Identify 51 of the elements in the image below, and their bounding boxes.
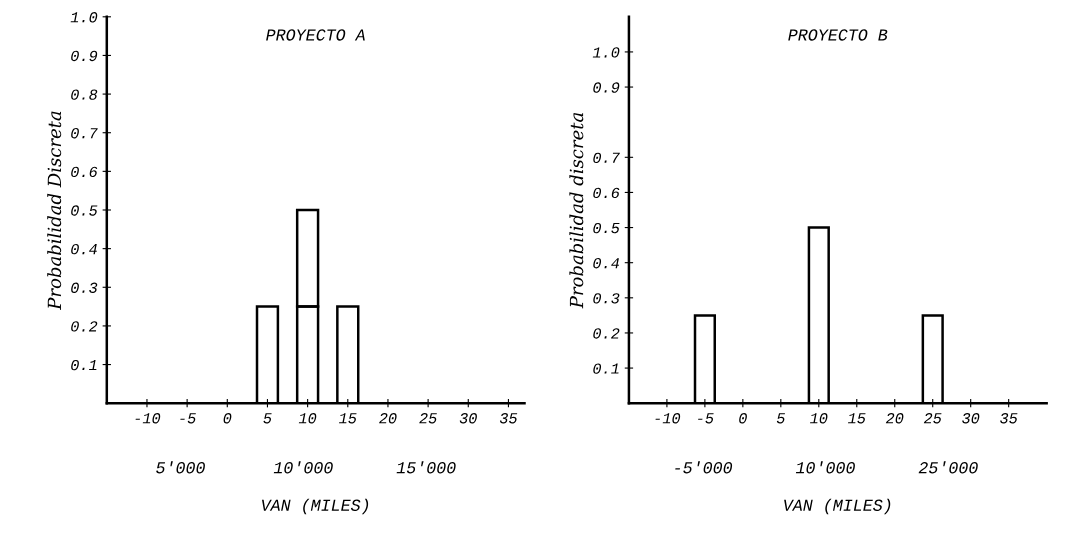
x-tick-label: 25 [419,413,437,424]
x-tick-label: -10 [135,413,161,424]
x-tick-label: -10 [655,413,681,424]
y-tick-label: 0.3 [71,282,98,293]
x-tick-label: 15 [847,413,866,424]
x-tick-label: 5 [776,413,785,424]
y-tick-label: 0.2 [593,328,620,339]
text: 10'000 [795,461,855,474]
y-tick-label: 0.9 [71,50,98,62]
y-axis-title: Probabilidad Discreta [47,111,62,310]
text: PROYECTO A [266,29,365,41]
y-tick-label: 0.8 [71,89,98,100]
y-tick-label: 1.0 [70,12,98,23]
y-tick-label: 0.2 [71,321,98,332]
x-tick-label: -5 [698,413,714,424]
x-tick-label: 10 [298,413,317,424]
x-tick-label: 15 [339,413,357,424]
y-tick-label: 0.1 [593,363,619,374]
x-tick-label: 20 [379,413,397,424]
text: 10'000 [273,461,333,474]
y-tick-label: 1.0 [592,47,620,58]
y-axis-title: Probabilidad discreta [569,112,584,309]
y-tick-label: 0.5 [593,222,620,234]
x-tick-label: 5 [263,413,272,424]
text: 5'000 [156,461,205,474]
x-tick-label: 35 [499,413,518,424]
x-tick-label: 25 [923,413,942,424]
y-tick-label: 0.9 [593,82,620,93]
x-tick-label: 0 [739,413,747,424]
text: -5'000 [675,461,733,474]
x-tick-label: 0 [223,413,232,424]
y-tick-label: 0.3 [593,293,620,304]
y-tick-label: 0.1 [71,359,97,371]
y-tick-label: 0.7 [593,152,620,163]
y-tick-label: 0.6 [593,187,620,199]
text: PROYECTO B [788,29,888,41]
x-axis-title: VAN (MILES) [784,498,891,515]
x-axis-title: VAN (MILES) [262,498,369,515]
y-tick-label: 0.4 [593,258,620,269]
x-tick-label: 10 [810,413,828,424]
y-tick-label: 0.4 [71,243,97,255]
x-tick-label: 35 [1000,413,1018,424]
text: 15'000 [396,461,456,474]
y-tick-label: 0.6 [71,166,98,178]
text: 25'000 [918,461,978,474]
y-tick-label: 0.7 [71,128,98,139]
y-tick-label: 0.5 [71,205,98,216]
x-tick-label: 20 [885,413,904,424]
x-tick-label: 30 [459,413,477,424]
x-tick-label: -5 [180,413,196,424]
x-tick-label: 30 [962,413,980,424]
